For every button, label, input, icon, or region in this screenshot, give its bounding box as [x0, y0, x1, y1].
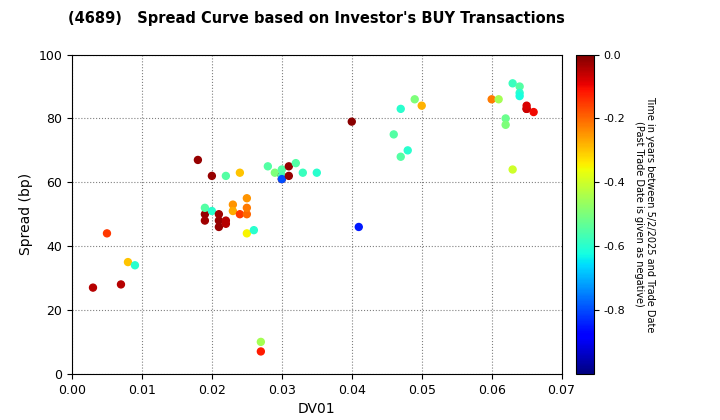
- Point: [402, 147, 413, 154]
- Point: [213, 211, 225, 218]
- Point: [102, 230, 113, 237]
- Point: [248, 227, 260, 234]
- Point: [395, 153, 407, 160]
- Point: [220, 220, 232, 227]
- Point: [220, 173, 232, 179]
- Point: [416, 102, 428, 109]
- Point: [311, 169, 323, 176]
- Point: [87, 284, 99, 291]
- Point: [227, 201, 238, 208]
- Point: [213, 223, 225, 230]
- Point: [234, 169, 246, 176]
- Point: [276, 176, 287, 182]
- Point: [283, 173, 294, 179]
- Point: [206, 173, 217, 179]
- Y-axis label: Time in years between 5/2/2025 and Trade Date
(Past Trade Date is given as negat: Time in years between 5/2/2025 and Trade…: [634, 96, 655, 332]
- Text: (4689)   Spread Curve based on Investor's BUY Transactions: (4689) Spread Curve based on Investor's …: [68, 10, 565, 26]
- Point: [514, 89, 526, 96]
- Point: [227, 207, 238, 214]
- Point: [395, 105, 407, 112]
- Point: [115, 281, 127, 288]
- Point: [493, 96, 505, 102]
- Point: [521, 105, 532, 112]
- Point: [241, 205, 253, 211]
- Point: [290, 160, 302, 166]
- Point: [241, 195, 253, 202]
- Point: [507, 166, 518, 173]
- Point: [276, 166, 287, 173]
- Point: [129, 262, 140, 269]
- Point: [276, 173, 287, 179]
- Point: [206, 207, 217, 214]
- Point: [283, 163, 294, 170]
- Point: [255, 339, 266, 345]
- Point: [528, 109, 539, 116]
- Point: [388, 131, 400, 138]
- Point: [297, 169, 309, 176]
- Point: [122, 259, 134, 265]
- Point: [521, 105, 532, 112]
- X-axis label: DV01: DV01: [298, 402, 336, 416]
- Point: [276, 176, 287, 182]
- Point: [199, 205, 211, 211]
- Point: [269, 169, 281, 176]
- Point: [199, 211, 211, 218]
- Point: [220, 217, 232, 224]
- Point: [255, 348, 266, 355]
- Point: [409, 96, 420, 102]
- Point: [213, 217, 225, 224]
- Point: [500, 115, 511, 122]
- Point: [234, 211, 246, 218]
- Point: [346, 118, 358, 125]
- Point: [192, 157, 204, 163]
- Point: [199, 217, 211, 224]
- Point: [507, 80, 518, 87]
- Point: [262, 163, 274, 170]
- Point: [521, 102, 532, 109]
- Point: [514, 83, 526, 90]
- Point: [241, 211, 253, 218]
- Point: [486, 96, 498, 102]
- Point: [241, 230, 253, 237]
- Point: [353, 223, 364, 230]
- Point: [500, 121, 511, 128]
- Y-axis label: Spread (bp): Spread (bp): [19, 173, 33, 255]
- Point: [276, 173, 287, 179]
- Point: [514, 93, 526, 100]
